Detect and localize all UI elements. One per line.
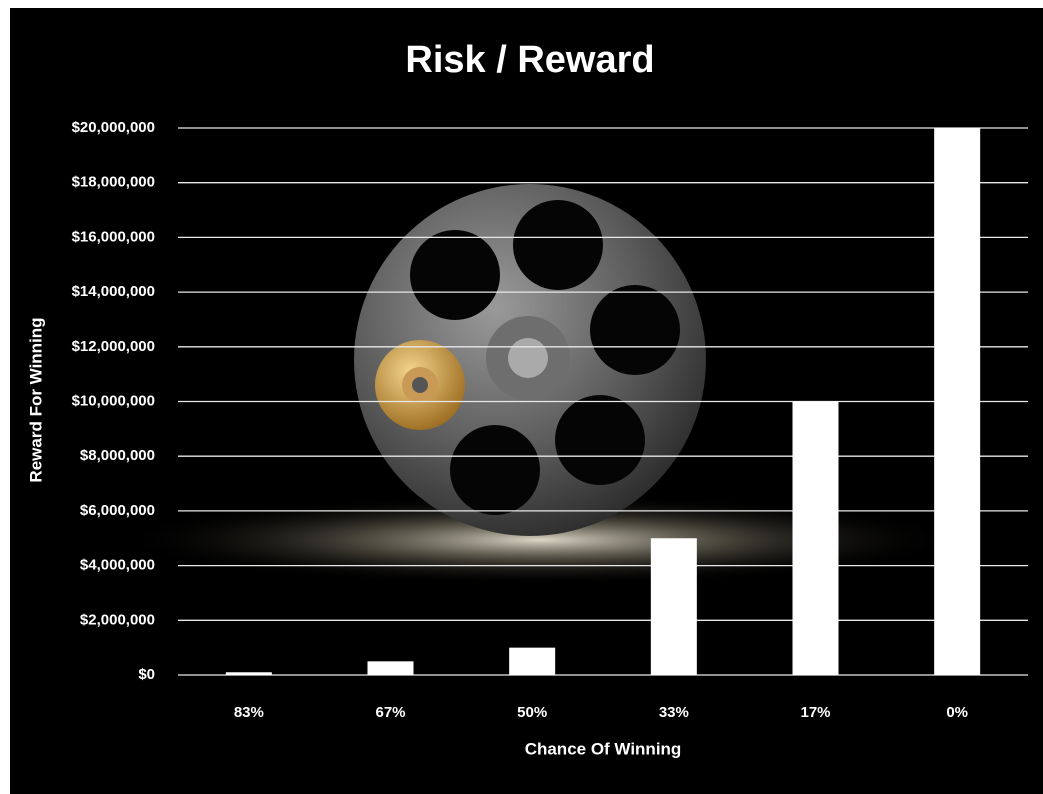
x-tick-label: 67%	[375, 704, 405, 721]
y-axis-title: Reward For Winning	[26, 317, 45, 482]
y-tick-label: $6,000,000	[80, 502, 155, 519]
y-tick-label: $2,000,000	[80, 611, 155, 628]
x-axis-title: Chance Of Winning	[525, 739, 682, 758]
bar	[509, 647, 556, 675]
y-tick-label: $16,000,000	[72, 228, 155, 245]
y-tick-label: $4,000,000	[80, 557, 155, 574]
bar	[367, 661, 414, 675]
x-tick-label: 17%	[800, 704, 830, 721]
y-tick-label: $20,000,000	[72, 119, 155, 136]
x-tick-label: 0%	[946, 704, 968, 721]
x-tick-label: 83%	[234, 704, 264, 721]
bar	[934, 128, 981, 675]
y-tick-label: $0	[138, 666, 155, 683]
x-tick-label: 33%	[659, 704, 689, 721]
chart-title: Risk / Reward	[405, 39, 654, 81]
x-tick-label: 50%	[517, 704, 547, 721]
bar	[650, 538, 697, 675]
y-tick-label: $10,000,000	[72, 392, 155, 409]
y-tick-label: $12,000,000	[72, 338, 155, 355]
y-tick-label: $18,000,000	[72, 174, 155, 191]
revolver-decoration	[120, 184, 960, 585]
bar	[225, 672, 272, 675]
bar	[792, 401, 839, 675]
y-tick-label: $14,000,000	[72, 283, 155, 300]
y-tick-label: $8,000,000	[80, 447, 155, 464]
